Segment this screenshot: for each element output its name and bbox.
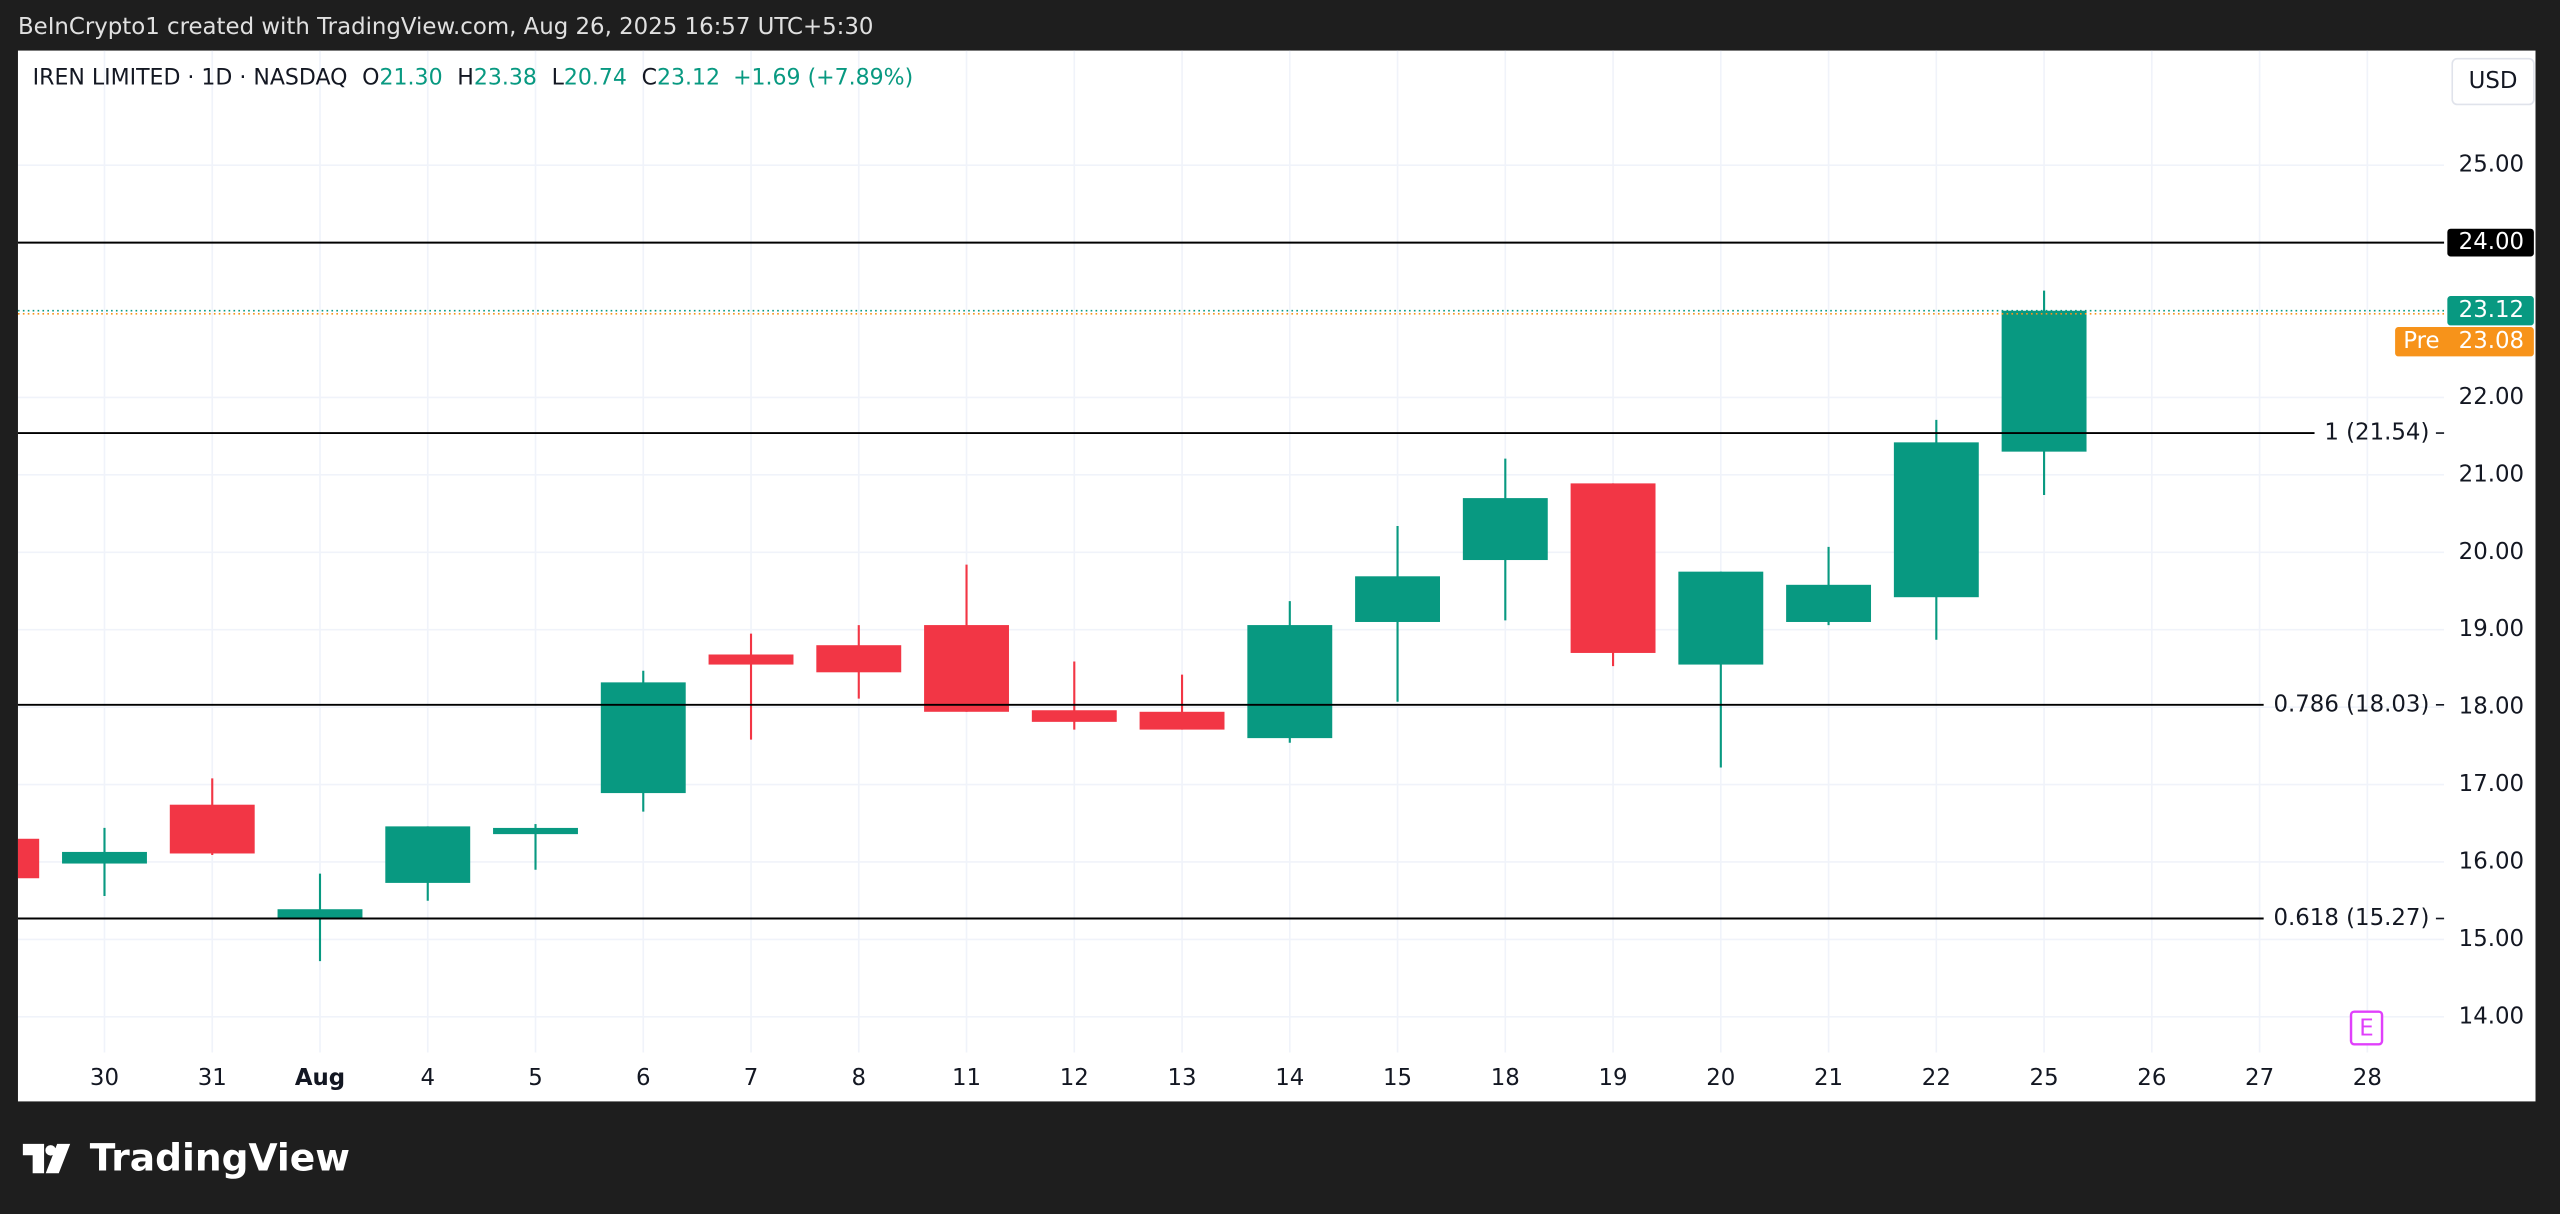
x-tick-label: 8 [852, 1065, 867, 1091]
candle-body [2001, 310, 2087, 452]
earnings-marker-label: E [2359, 1015, 2373, 1041]
logo-text: TradingView [90, 1136, 350, 1180]
header-text: BeInCrypto1 created with TradingView.com… [18, 14, 873, 40]
x-tick-label: 5 [528, 1065, 543, 1091]
legend: IREN LIMITED · 1D · NASDAQ O21.30 H23.38 L2… [33, 65, 914, 90]
legend-symbol: IREN LIMITED · 1D · NASDAQ [33, 65, 348, 90]
logo-dot [45, 1145, 56, 1156]
legend-change: +1.69 (+7.89%) [733, 65, 913, 90]
y-tick-label: 25.00 [2459, 152, 2524, 178]
legend-value: 20.74 [564, 65, 627, 90]
candle-body [1678, 571, 1764, 665]
x-tick-label: 21 [1814, 1065, 1843, 1091]
candle-body [600, 682, 686, 794]
x-tick-label: 12 [1060, 1065, 1089, 1091]
candle-body [708, 654, 794, 665]
x-tick-label: 31 [198, 1065, 227, 1091]
candle-body [1462, 498, 1548, 561]
y-tick-label: 22.00 [2459, 384, 2524, 410]
x-tick-label: 22 [1922, 1065, 1951, 1091]
legend-value: 21.30 [380, 65, 443, 90]
y-tick-label: 19.00 [2459, 616, 2524, 642]
candle-body [924, 625, 1009, 712]
pre-price-tag [2395, 327, 2534, 357]
y-tick-label: 21.00 [2459, 461, 2524, 487]
legend-key: H [457, 65, 474, 90]
x-tick-label: 28 [2353, 1065, 2382, 1091]
x-tick-label: 25 [2030, 1065, 2059, 1091]
legend-key: C [642, 65, 657, 90]
pre-price-label: 23.08 [2459, 328, 2524, 354]
candle-body [1247, 625, 1333, 739]
candle-body [1786, 584, 1872, 622]
x-tick-label: 4 [420, 1065, 435, 1091]
x-tick-label: 14 [1275, 1065, 1304, 1091]
y-tick-label: 15.00 [2459, 926, 2524, 952]
overlay: 14.00 15.00 16.00 17.00 18.00 19.00 20.00 21.00… [17, 57, 2535, 1091]
candle-body [1139, 711, 1225, 730]
price-tag [2447, 228, 2534, 257]
x-tick-label: 7 [744, 1065, 759, 1091]
legend-value: 23.38 [474, 65, 537, 90]
x-tick-label: 30 [90, 1065, 119, 1091]
price-tag-label: 24.00 [2459, 229, 2524, 255]
x-tick-label: Aug [295, 1065, 345, 1091]
y-tick-label: 18.00 [2459, 694, 2524, 720]
chart-pane [17, 50, 2536, 1102]
x-tick-label: 13 [1167, 1065, 1196, 1091]
last-price-label: 23.12 [2459, 297, 2524, 323]
candle-body [17, 838, 40, 879]
y-tick-label: 14.00 [2459, 1003, 2524, 1029]
x-tick-label: 15 [1383, 1065, 1412, 1091]
legend-value: 23.12 [657, 65, 720, 90]
legend-key: L [552, 65, 565, 90]
x-tick-label: 20 [1706, 1065, 1735, 1091]
candle-body [1031, 710, 1117, 722]
candle-body [385, 826, 471, 883]
x-tick-label: 26 [2137, 1065, 2166, 1091]
y-tick-label: 16.00 [2459, 848, 2524, 874]
x-tick-label: 18 [1491, 1065, 1520, 1091]
candle-body [816, 645, 902, 673]
level-label: 0.786 (18.03) [2273, 691, 2429, 717]
logo: TradingView [22, 1136, 350, 1180]
currency-label: USD [2469, 68, 2518, 94]
plot [17, 290, 2445, 962]
x-tick-label: 27 [2245, 1065, 2274, 1091]
x-tick-label: 11 [952, 1065, 981, 1091]
candle-body [493, 827, 578, 835]
logo-icon [22, 1143, 71, 1174]
legend-key: O [362, 65, 379, 90]
candle-body [277, 909, 363, 918]
candle-body [1893, 442, 1979, 598]
level-label: 0.618 (15.27) [2273, 905, 2429, 931]
currency-box [2451, 57, 2535, 106]
earnings-marker [2349, 1010, 2384, 1046]
y-tick-label: 20.00 [2459, 539, 2524, 565]
candle-body [169, 804, 255, 854]
last-price-tag [2447, 296, 2534, 326]
x-tick-label: 6 [636, 1065, 651, 1091]
level-label: 1 (21.54) [2324, 420, 2429, 446]
x-tick-label: 19 [1599, 1065, 1628, 1091]
candle-body [1355, 576, 1440, 622]
pre-price-tag-name: Pre [2403, 328, 2439, 354]
candle-body [1570, 483, 1656, 653]
y-tick-label: 17.00 [2459, 771, 2524, 797]
candle-body [62, 851, 147, 864]
